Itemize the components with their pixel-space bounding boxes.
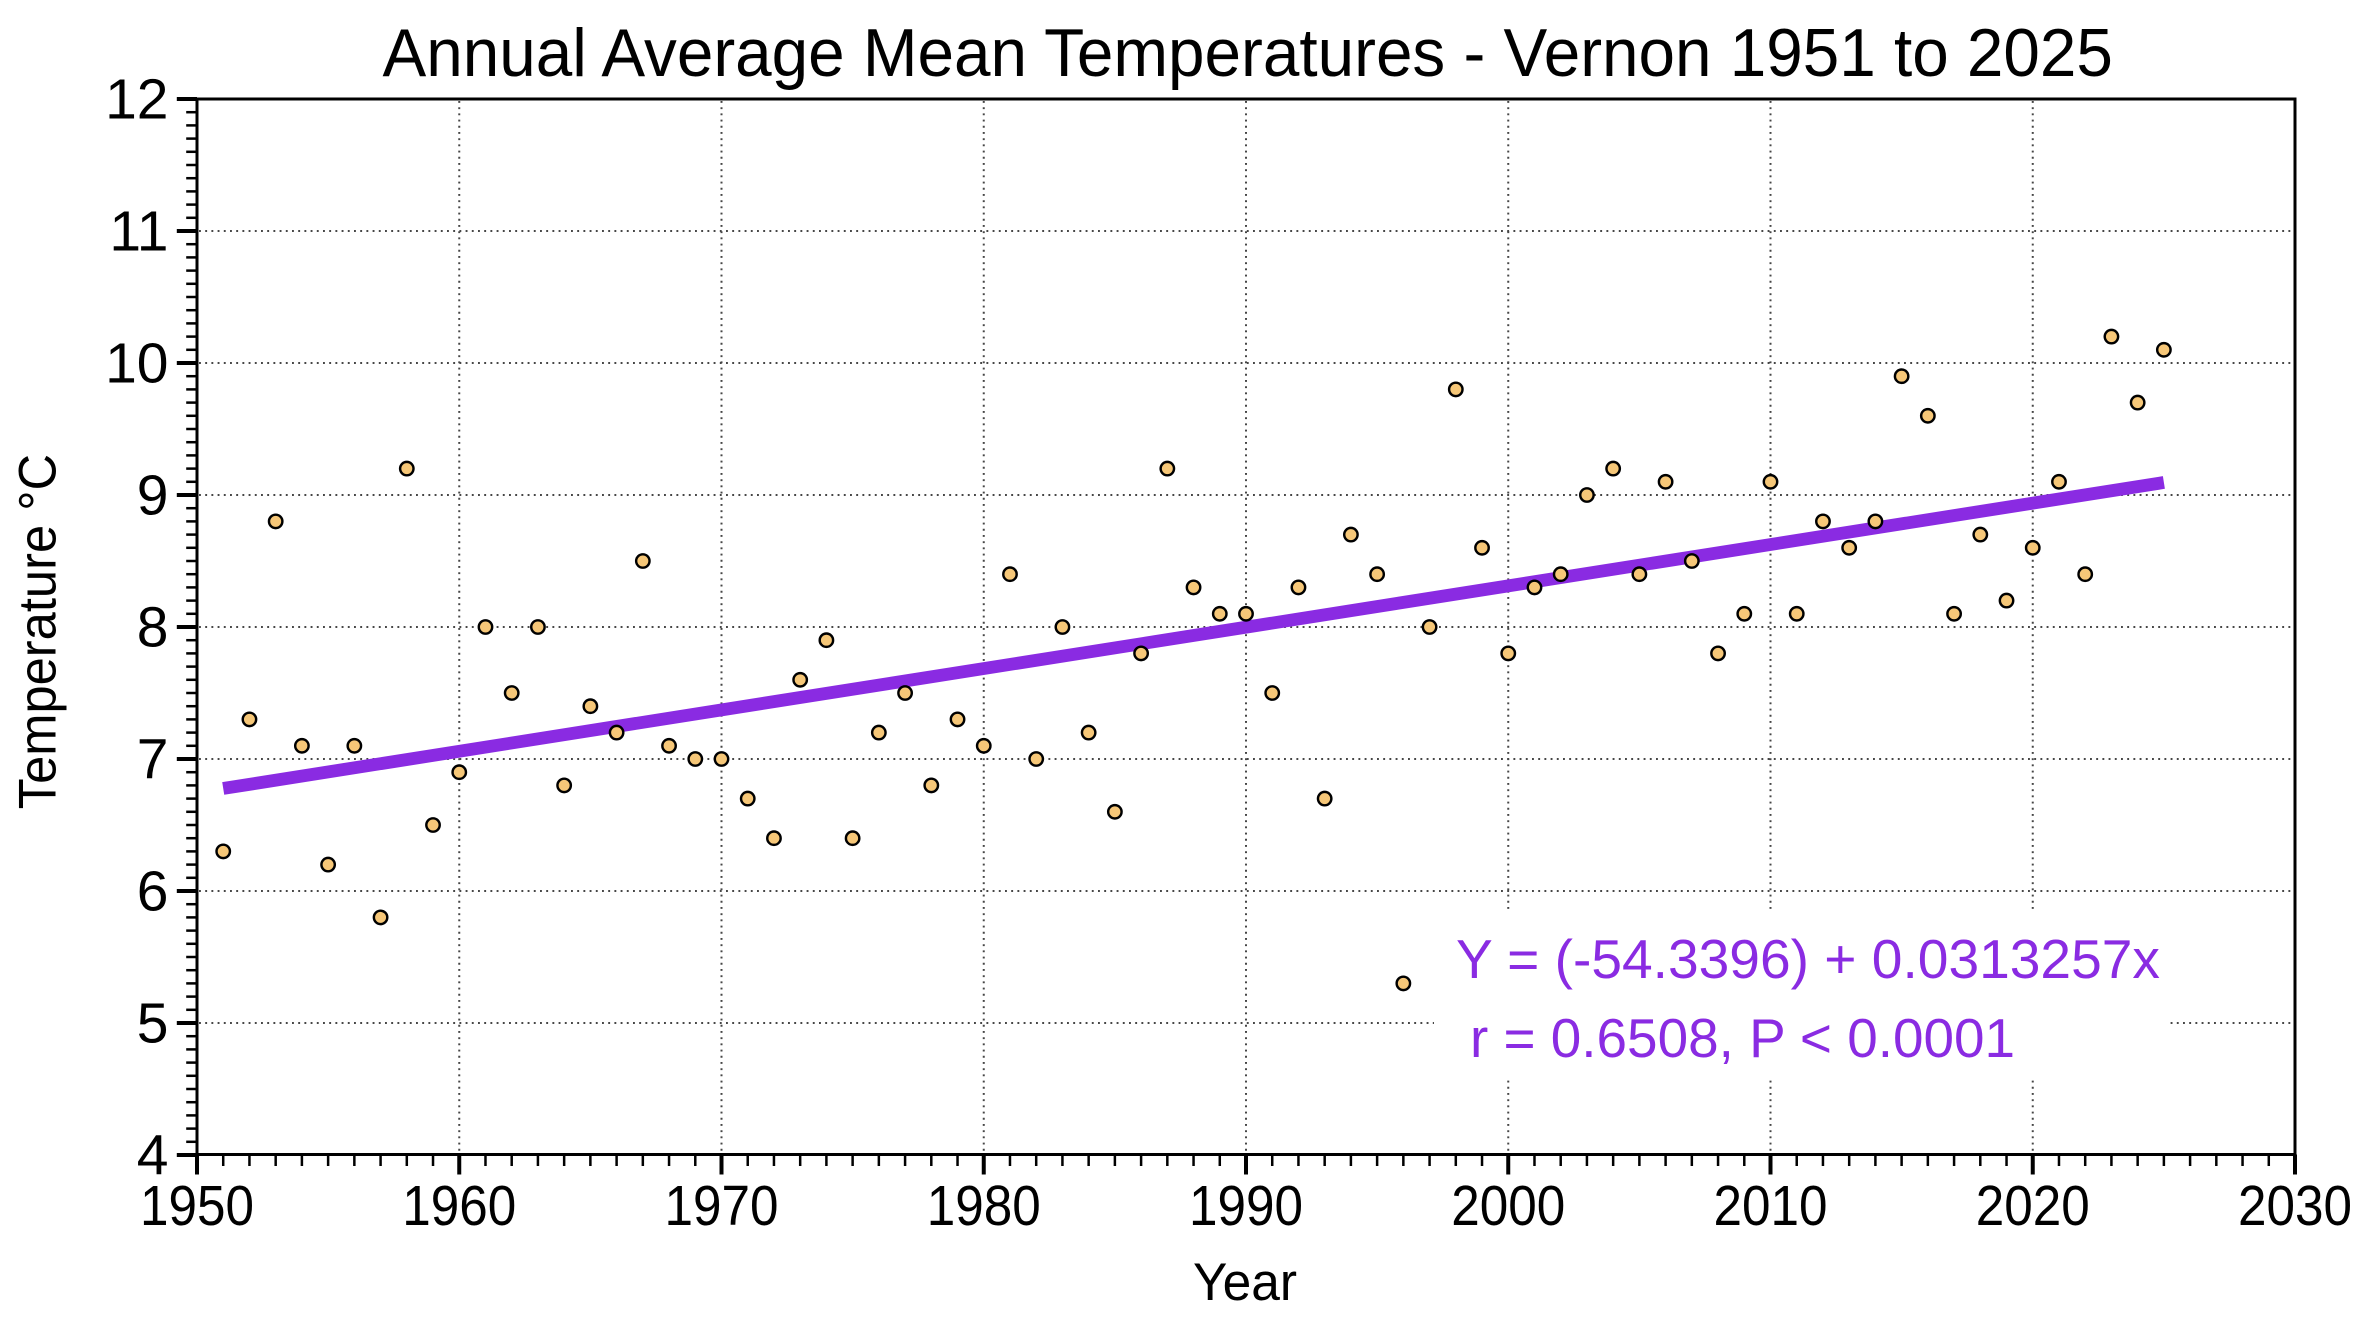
svg-text:6: 6 [137, 860, 169, 924]
svg-text:r = 0.6508, P < 0.0001: r = 0.6508, P < 0.0001 [1470, 1007, 2015, 1069]
svg-text:1990: 1990 [1189, 1174, 1303, 1238]
svg-text:Year: Year [1193, 1253, 1297, 1312]
svg-text:1980: 1980 [927, 1174, 1041, 1238]
svg-text:10: 10 [105, 332, 168, 396]
svg-text:1950: 1950 [140, 1174, 254, 1238]
svg-text:1970: 1970 [665, 1174, 779, 1238]
svg-text:Annual Average Mean Temperatur: Annual Average Mean Temperatures - Verno… [383, 15, 2113, 91]
svg-text:7: 7 [137, 728, 169, 792]
svg-text:5: 5 [137, 992, 169, 1056]
svg-text:2030: 2030 [2238, 1174, 2352, 1238]
svg-text:12: 12 [105, 68, 168, 132]
svg-text:2000: 2000 [1451, 1174, 1565, 1238]
svg-text:Y = (-54.3396) + 0.0313257x: Y = (-54.3396) + 0.0313257x [1456, 928, 2160, 990]
svg-text:9: 9 [137, 464, 169, 528]
svg-text:2010: 2010 [1714, 1174, 1828, 1238]
svg-text:Temperature °C: Temperature °C [9, 454, 68, 809]
svg-text:8: 8 [137, 596, 169, 660]
svg-text:4: 4 [137, 1124, 169, 1188]
svg-text:11: 11 [109, 200, 168, 264]
svg-text:1960: 1960 [402, 1174, 516, 1238]
svg-text:2020: 2020 [1976, 1174, 2090, 1238]
